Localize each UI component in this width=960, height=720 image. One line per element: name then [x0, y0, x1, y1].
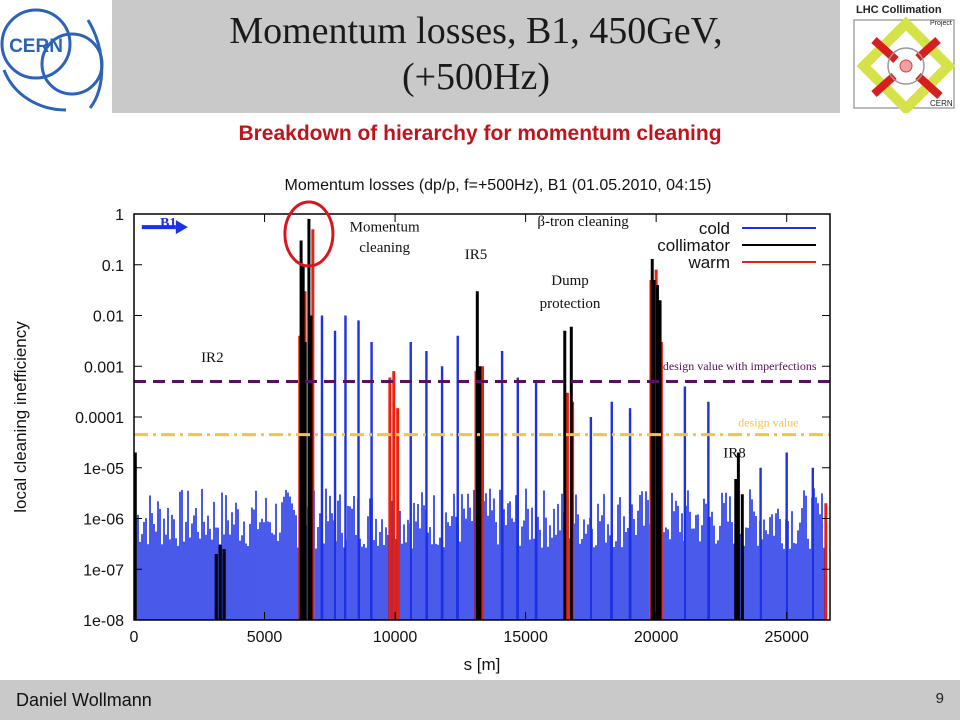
annotation: B1 [160, 216, 176, 231]
slide-title-line1: Momentum losses, B1, 450GeV, [229, 10, 723, 52]
highlight-circle [283, 200, 335, 268]
momentum-losses-chart: Momentum losses (dp/p, f=+500Hz), B1 (01… [11, 177, 831, 674]
annotation: IR2 [201, 350, 224, 366]
lhc-collimation-logo: LHC Collimation Project CERN [848, 0, 960, 116]
y-tick-label: 0.01 [93, 309, 124, 326]
lhc-logo-bottom: CERN [930, 99, 953, 108]
slide-subtitle: Breakdown of hierarchy for momentum clea… [238, 122, 722, 145]
x-tick-label: 0 [130, 629, 139, 646]
y-tick-label: 1e-08 [83, 613, 124, 630]
x-tick-label: 10000 [373, 629, 418, 646]
footer-page-number: 9 [935, 690, 944, 707]
x-tick-label: 5000 [247, 629, 283, 646]
chart-title: Momentum losses (dp/p, f=+500Hz), B1 (01… [285, 177, 712, 194]
slide-title-line2: (+500Hz) [401, 56, 551, 98]
b1-arrow-head [175, 220, 188, 235]
cern-logo: CERN [0, 0, 112, 113]
annotation: protection [540, 296, 601, 312]
slide-footer [0, 680, 960, 720]
y-tick-label: 1e-07 [83, 562, 124, 579]
lhc-logo-sub: Project [930, 20, 952, 27]
legend-label-collimator: collimator [657, 236, 730, 255]
cern-logo-text: CERN [9, 36, 63, 57]
annotation: Dump [551, 273, 589, 289]
annotation: β-tron cleaning [537, 214, 629, 230]
legend-label-warm: warm [687, 253, 730, 272]
y-tick-label: 1 [115, 207, 124, 224]
annotation: design value [738, 415, 798, 429]
annotation: design value with imperfections [663, 359, 817, 373]
title-band [112, 0, 840, 113]
lhc-logo-text: LHC Collimation [856, 4, 942, 16]
slide-header: CERN Momentum losses, B1, 450GeV, (+500H… [0, 0, 960, 116]
footer-author: Daniel Wollmann [16, 690, 152, 710]
legend-label-cold: cold [699, 219, 730, 238]
x-tick-label: 25000 [764, 629, 809, 646]
y-tick-label: 1e-06 [83, 512, 124, 529]
slide-title: Momentum losses, B1, 450GeV, (+500Hz) [112, 8, 840, 100]
y-tick-label: 0.0001 [75, 410, 124, 427]
x-tick-label: 15000 [503, 629, 548, 646]
y-tick-label: 0.001 [84, 359, 124, 376]
x-axis-label: s [m] [464, 655, 501, 674]
annotation: IR8 [723, 445, 746, 461]
y-tick-label: 0.1 [102, 258, 124, 275]
x-tick-label: 20000 [634, 629, 679, 646]
y-tick-label: 1e-05 [83, 461, 124, 478]
annotation: Momentum [350, 220, 420, 236]
annotation: cleaning [359, 240, 410, 256]
y-axis-label: local cleaning inefficiency [11, 321, 30, 513]
annotation: IR5 [465, 247, 488, 263]
